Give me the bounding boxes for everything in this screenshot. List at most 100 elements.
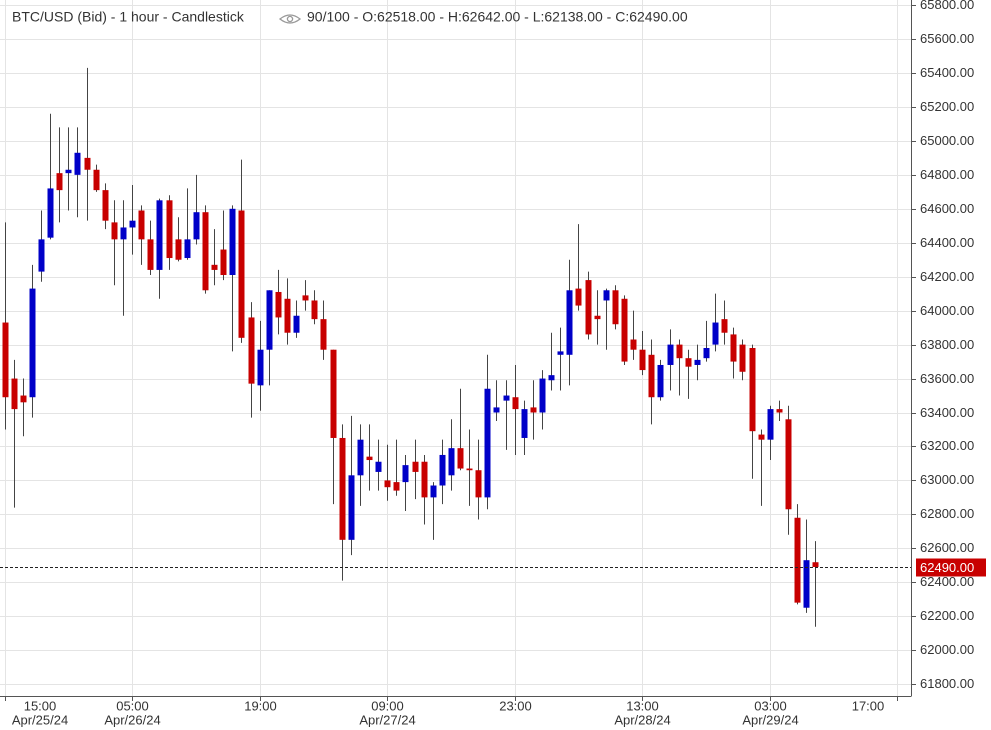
candle-body [457, 448, 464, 469]
candle-body [175, 239, 182, 260]
candle-body [339, 437, 346, 540]
x-tick-label: 19:00 [244, 698, 277, 713]
x-tick-label: 23:00 [499, 698, 532, 713]
candle-body [93, 169, 100, 191]
candle-body [575, 288, 582, 306]
y-tick-label: 64800.00 [920, 167, 974, 182]
candle-body [657, 364, 664, 398]
x-tick-label: 09:00 [371, 698, 404, 713]
candle-body [721, 319, 728, 333]
y-tick-label: 62800.00 [920, 506, 974, 521]
candle-body [120, 227, 127, 240]
candle-body [585, 280, 592, 335]
candle-body [557, 351, 564, 355]
candle-body [694, 359, 701, 365]
candles [2, 67, 819, 627]
x-date-label: Apr/29/24 [742, 712, 798, 727]
candle-body [648, 354, 655, 398]
candle-body [302, 295, 309, 301]
y-tick-label: 63200.00 [920, 438, 974, 453]
candle-body [238, 210, 245, 338]
candle-body [138, 210, 145, 240]
candle-body [102, 190, 109, 221]
candle-body [493, 407, 500, 413]
candle-body [156, 200, 163, 270]
candle-body [311, 300, 318, 320]
candle-body [111, 222, 118, 240]
candle-body [785, 419, 792, 510]
candle-body [38, 239, 45, 272]
candle-body [11, 378, 18, 410]
y-tick-label: 63600.00 [920, 371, 974, 386]
x-tick-label: 15:00 [24, 698, 57, 713]
candle-body [548, 375, 555, 381]
candle-body [257, 349, 264, 386]
candle-body [65, 169, 72, 174]
candle-body [730, 334, 737, 362]
candle-body [685, 358, 692, 367]
candle-body [193, 212, 200, 240]
x-date-label: Apr/28/24 [614, 712, 670, 727]
y-tick-label: 65400.00 [920, 65, 974, 80]
candle-body [412, 461, 419, 472]
candle-body [794, 517, 801, 603]
candle-body [74, 152, 81, 175]
candle-body [275, 291, 282, 318]
candle-body [366, 456, 373, 461]
candle-body [293, 315, 300, 333]
candle-body [712, 322, 719, 345]
eye-icon [278, 14, 302, 24]
candle-body [621, 298, 628, 362]
candle-body [20, 395, 27, 403]
candle-body [521, 409, 528, 438]
candle-body [211, 264, 218, 270]
y-tick-label: 64600.00 [920, 201, 974, 216]
candle-body [739, 344, 746, 372]
candle-body [147, 239, 154, 270]
candle-body [503, 395, 510, 401]
candle-body [202, 212, 209, 291]
candle-body [284, 298, 291, 333]
y-tick-label: 64400.00 [920, 235, 974, 250]
candle-body [639, 349, 646, 371]
candle-body [475, 470, 482, 498]
x-date-label: Apr/25/24 [12, 712, 68, 727]
candle-body [266, 290, 273, 350]
x-tick-label: 03:00 [754, 698, 787, 713]
candle-body [539, 378, 546, 413]
candle-body [448, 448, 455, 476]
x-date-label: Apr/26/24 [104, 712, 160, 727]
y-tick-label: 63000.00 [920, 472, 974, 487]
y-tick-label: 62600.00 [920, 540, 974, 555]
candle-body [56, 173, 63, 191]
candle-body [393, 482, 400, 491]
candle-body [603, 290, 610, 301]
candle-body [248, 317, 255, 384]
candle-body [402, 465, 409, 483]
y-tick-label: 64000.00 [920, 303, 974, 318]
last-price-box [916, 558, 986, 577]
y-tick-label: 65600.00 [920, 31, 974, 46]
x-tick-label: 05:00 [116, 698, 149, 713]
candle-body [348, 475, 355, 540]
y-tick-label: 64200.00 [920, 269, 974, 284]
candle-body [229, 208, 236, 276]
candle-body [421, 461, 428, 498]
y-tick-label: 61800.00 [920, 676, 974, 691]
y-tick-label: 62400.00 [920, 574, 974, 589]
x-tick-label: 13:00 [626, 698, 659, 713]
chart-title: BTC/USD (Bid) - 1 hour - Candlestick [12, 9, 245, 25]
candle-body [184, 239, 191, 259]
ohlc-info: 90/100 - O:62518.00 - H:62642.00 - L:621… [307, 9, 688, 25]
candle-body [484, 388, 491, 498]
candle-body [812, 562, 819, 567]
y-tick-label: 65200.00 [920, 99, 974, 114]
candle-body [530, 407, 537, 413]
y-tick-label: 63800.00 [920, 337, 974, 352]
candle-body [439, 454, 446, 486]
candle-body [166, 200, 173, 259]
candle-body [384, 480, 391, 488]
